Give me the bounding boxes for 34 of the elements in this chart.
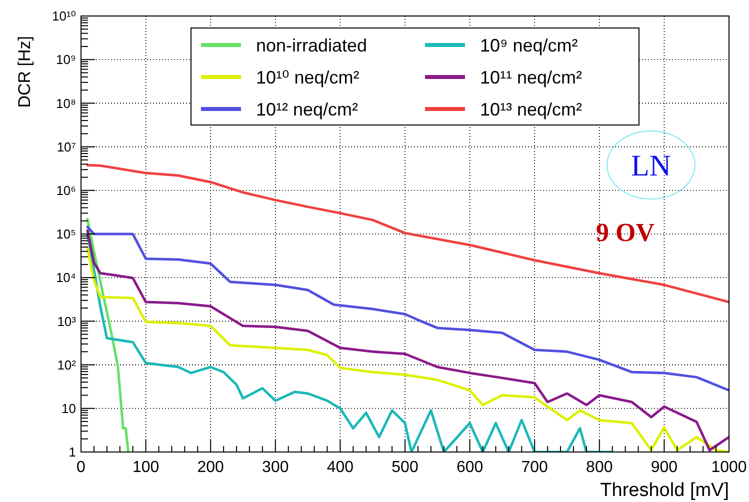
x-tick-label: 100 — [132, 459, 160, 476]
y-tick-label: 10⁷ — [56, 139, 76, 154]
y-tick-label: 10² — [57, 357, 77, 372]
x-tick-label: 200 — [197, 459, 224, 476]
line-series — [86, 226, 729, 392]
y-axis-title: DCR [Hz] — [15, 36, 34, 108]
y-tick-label: 1 — [68, 444, 76, 460]
x-tick-label: 700 — [521, 459, 548, 476]
y-tick-label: 10⁹ — [56, 52, 76, 68]
legend-label: 10¹¹ neq/cm² — [480, 67, 582, 88]
x-tick-label: 0 — [76, 459, 86, 476]
legend-label: 10¹⁰ neq/cm² — [256, 67, 360, 88]
x-tick-label: 900 — [650, 459, 678, 476]
legend-label: 10¹³ neq/cm² — [480, 99, 582, 120]
x-tick-label: 400 — [326, 459, 354, 476]
x-tick-label: 800 — [586, 459, 613, 476]
x-tick-label: 300 — [262, 459, 289, 476]
y-tick-label: 10³ — [57, 314, 77, 329]
x-tick-label: 1000 — [711, 459, 747, 476]
y-tick-label: 10⁸ — [56, 96, 76, 111]
y-tick-label: 10 — [62, 400, 76, 416]
x-tick-label: 600 — [456, 459, 484, 476]
y-tick-label: 10⁴ — [56, 270, 76, 286]
y-tick-label: 10⁶ — [56, 182, 76, 198]
legend-label: 10¹² neq/cm² — [256, 99, 358, 120]
annotation: 9 OV — [596, 218, 655, 248]
x-tick-label: 500 — [392, 459, 418, 476]
y-tick-label: 10⁵ — [56, 226, 76, 242]
legend-label: 10⁹ neq/cm² — [480, 35, 578, 56]
x-axis-title: Threshold [mV] — [600, 480, 729, 501]
legend-label: non-irradiated — [256, 35, 368, 56]
annotation: LN — [631, 150, 671, 182]
line-series — [86, 218, 130, 452]
y-tick-label: 10¹⁰ — [52, 8, 76, 24]
